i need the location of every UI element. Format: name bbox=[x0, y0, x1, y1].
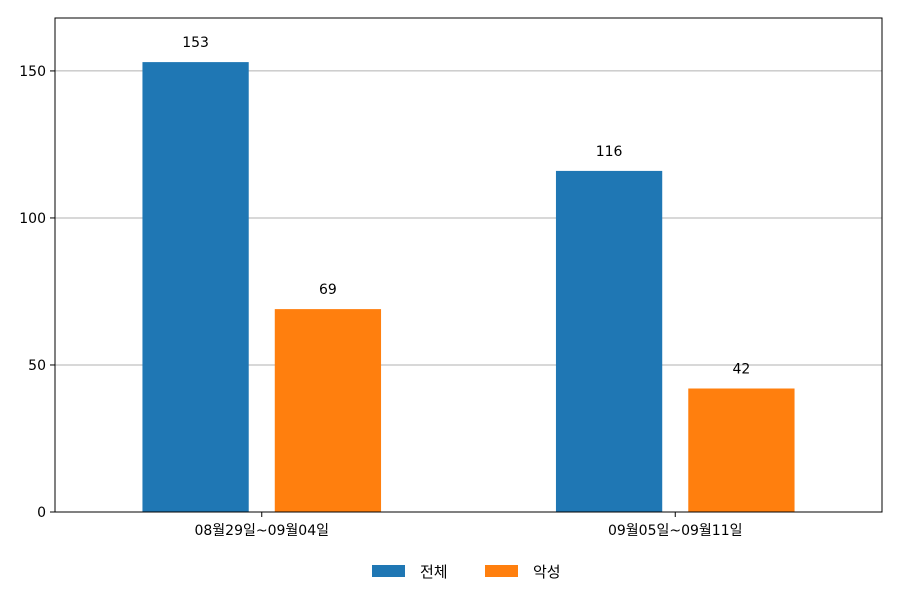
bar-1-2 bbox=[555, 170, 663, 512]
legend-label: 전체 bbox=[420, 563, 448, 581]
bar-2-1 bbox=[274, 309, 382, 512]
x-axis: 08월29일~09월04일 09월05일~09월11일 bbox=[194, 512, 743, 539]
data-label: 69 bbox=[319, 282, 337, 298]
plot-frame bbox=[54, 17, 883, 513]
legend: 전체 악성 bbox=[372, 563, 561, 581]
y-tick-label: 0 bbox=[37, 505, 46, 521]
data-labels: 153 69 116 42 bbox=[182, 35, 750, 377]
bar-2-2 bbox=[688, 388, 795, 512]
data-label: 153 bbox=[182, 35, 209, 51]
legend-label: 악성 bbox=[533, 563, 561, 581]
bar-1-1 bbox=[142, 62, 249, 512]
bars bbox=[142, 62, 795, 512]
legend-swatch bbox=[372, 565, 405, 577]
legend-swatch bbox=[485, 565, 518, 577]
y-tick-label: 150 bbox=[19, 64, 46, 80]
y-tick-label: 50 bbox=[28, 358, 46, 374]
y-tick-label: 100 bbox=[19, 211, 46, 227]
data-label: 42 bbox=[732, 362, 750, 378]
x-tick-label: 09월05일~09월11일 bbox=[608, 523, 743, 539]
x-tick-label: 08월29일~09월04일 bbox=[194, 523, 329, 539]
data-label: 116 bbox=[596, 144, 623, 160]
y-axis: 0 50 100 150 bbox=[19, 64, 55, 521]
